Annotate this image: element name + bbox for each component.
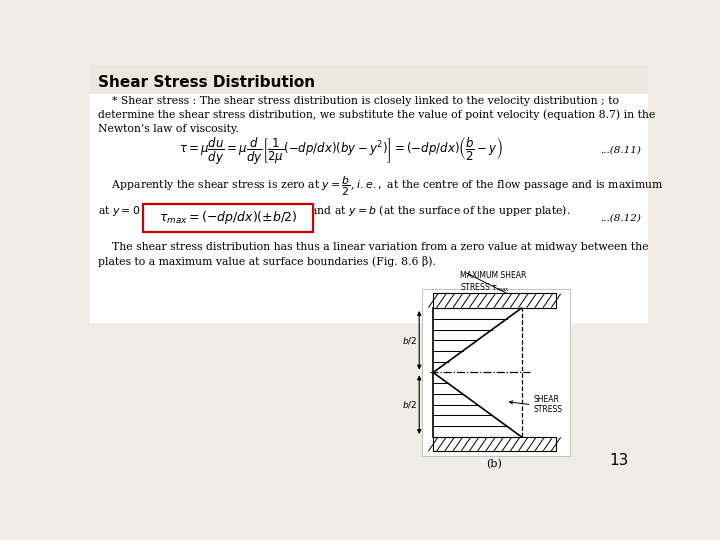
- FancyBboxPatch shape: [143, 204, 313, 232]
- Text: (b): (b): [487, 459, 503, 469]
- Text: 13: 13: [609, 453, 629, 468]
- Text: MAXIMUM SHEAR
STRESS $\tau_{max}$: MAXIMUM SHEAR STRESS $\tau_{max}$: [459, 271, 526, 294]
- Text: SHEAR
STRESS: SHEAR STRESS: [534, 395, 563, 414]
- Bar: [90, 65, 648, 322]
- Text: $\tau = \mu \dfrac{du}{dy} = \mu \dfrac{d}{dy}\left[\dfrac{1}{2\mu}(-dp/dx)(by -: $\tau = \mu \dfrac{du}{dy} = \mu \dfrac{…: [179, 134, 503, 166]
- Text: * Shear stress : The shear stress distribution is closely linked to the velocity: * Shear stress : The shear stress distri…: [99, 96, 656, 134]
- Text: ...(8.11): ...(8.11): [600, 146, 642, 154]
- Text: Apparently the shear stress is zero at $y = \dfrac{b}{2}$, $i.e.,$ at the centre: Apparently the shear stress is zero at $…: [99, 175, 664, 218]
- Bar: [90, 65, 648, 94]
- Bar: [433, 437, 556, 451]
- Text: $\tau_{max} = (-dp/dx)(\pm b/2)$: $\tau_{max} = (-dp/dx)(\pm b/2)$: [159, 210, 297, 226]
- Text: The shear stress distribution has thus a linear variation from a zero value at m: The shear stress distribution has thus a…: [99, 241, 649, 267]
- Bar: [422, 289, 570, 456]
- Text: $b/2$: $b/2$: [402, 399, 417, 410]
- Text: $b/2$: $b/2$: [402, 335, 417, 346]
- Text: ...(8.12): ...(8.12): [600, 213, 642, 222]
- Text: Shear Stress Distribution: Shear Stress Distribution: [99, 75, 315, 90]
- Bar: [433, 294, 556, 308]
